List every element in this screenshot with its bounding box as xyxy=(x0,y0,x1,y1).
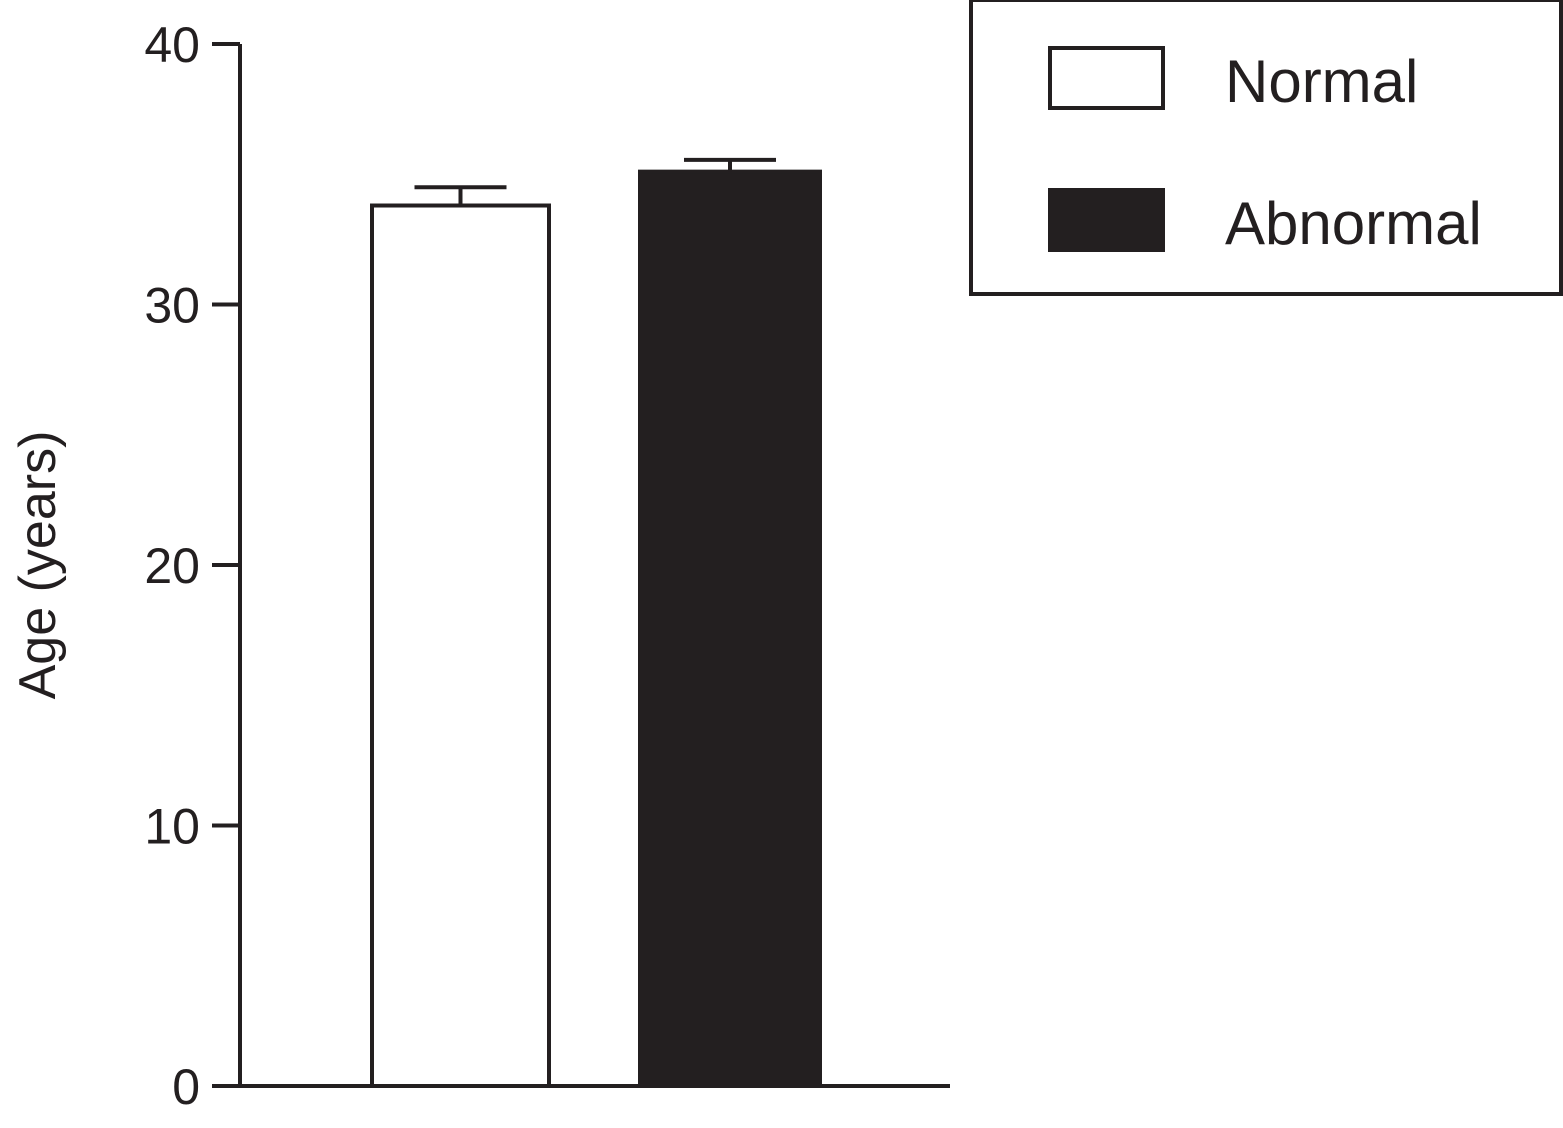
legend: Normal Abnormal xyxy=(969,0,1563,296)
y-tick-label: 30 xyxy=(144,278,200,334)
y-tick-label: 0 xyxy=(172,1059,200,1115)
axes xyxy=(212,44,950,1088)
y-tick-label: 10 xyxy=(144,799,200,855)
legend-label-normal: Normal xyxy=(1225,48,1418,115)
y-tick-label: 40 xyxy=(144,17,200,73)
y-axis-ticks: 0 10 20 30 40 xyxy=(144,17,240,1115)
legend-swatch-normal xyxy=(1048,46,1165,110)
bars xyxy=(370,169,822,1088)
error-bars xyxy=(414,157,776,206)
bar-abnormal xyxy=(638,169,822,1088)
legend-swatch-abnormal xyxy=(1048,188,1165,252)
y-axis-title: Age (years) xyxy=(9,431,67,700)
legend-label-abnormal: Abnormal xyxy=(1225,190,1482,257)
bar-normal xyxy=(370,203,551,1088)
y-tick-label: 20 xyxy=(144,538,200,594)
